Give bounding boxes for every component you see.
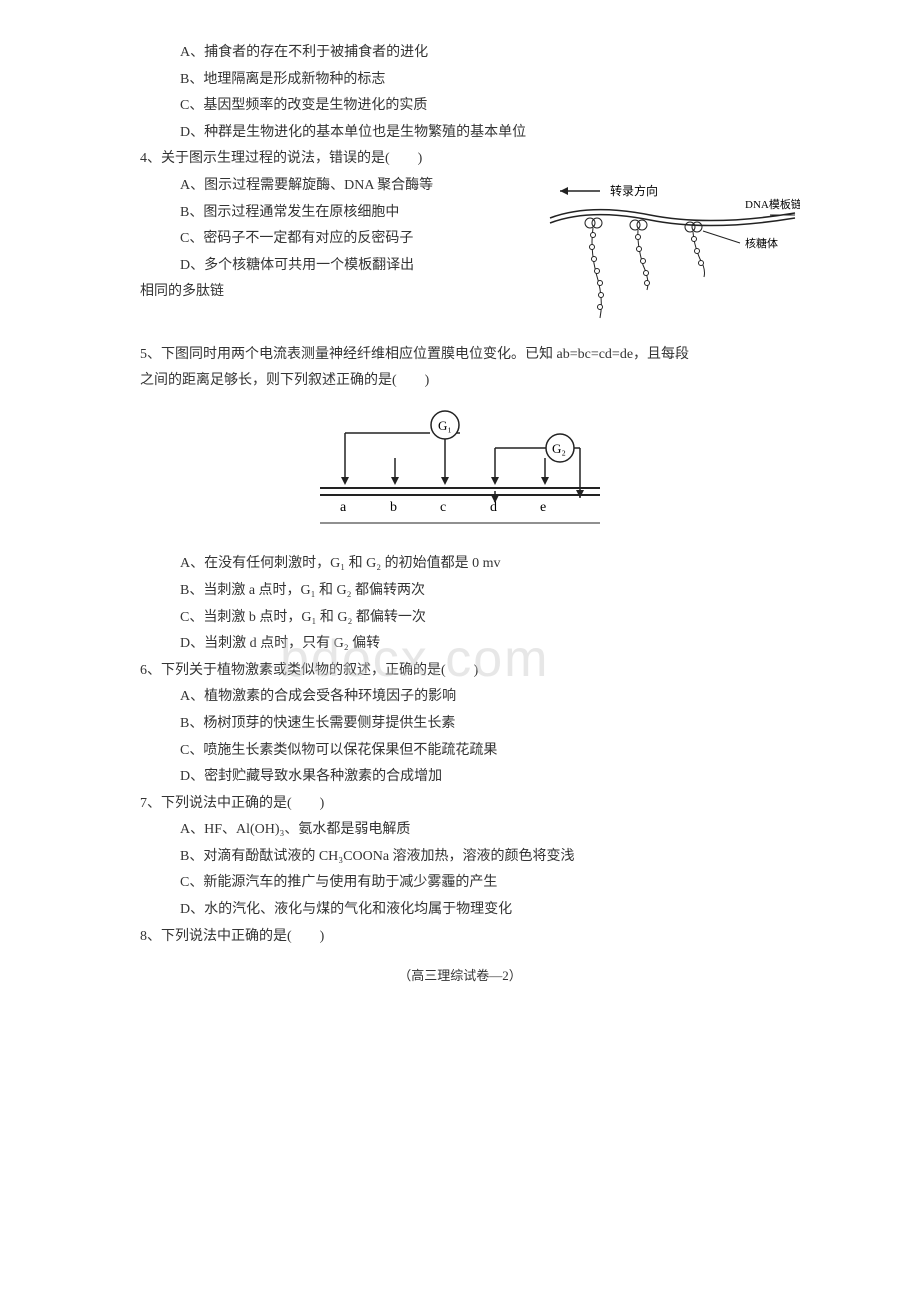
label-a: a [340,500,347,515]
label-b: b [390,500,397,515]
q7-opt-a: A、HF、Al(OH)₃、氨水都是弱电解质 [180,817,800,844]
q7-opt-c: C、新能源汽车的推广与使用有助于减少雾霾的产生 [180,870,800,897]
q5-opt-a: A、在没有任何刺激时，G₁ 和 G₂ 的初始值都是 0 mv [180,551,800,578]
q4-figure: 转录方向 DNA模板链 [540,173,800,334]
q6-stem: 6、下列关于植物激素或类似物的叙述，正确的是( ) [140,658,800,685]
fig-ribo-label: 核糖体 [745,236,778,250]
q7-opt-d: D、水的汽化、液化与煤的气化和液化均属于物理变化 [180,897,800,924]
q7-stem: 7、下列说法中正确的是( ) [140,791,800,818]
q3-opt-d: D、种群是生物进化的基本单位也是生物繁殖的基本单位 [180,120,800,147]
q6-opt-d: D、密封贮藏导致水果各种激素的合成增加 [180,764,800,791]
q6-opt-a: A、植物激素的合成会受各种环境因子的影响 [180,684,800,711]
q5-opt-c: C、当刺激 b 点时，G₁ 和 G₂ 都偏转一次 [180,605,800,632]
g1-label: G₁ [438,418,452,433]
q7-opt-b: B、对滴有酚酞试液的 CH₃COONa 溶液加热，溶液的颜色将变浅 [180,844,800,871]
label-c: c [440,500,446,515]
q5-opt-d: D、当刺激 d 点时，只有 G₂ 偏转 [180,631,800,658]
q3-opt-c: C、基因型频率的改变是生物进化的实质 [180,93,800,120]
q4-stem: 4、关于图示生理过程的说法，错误的是( ) [140,146,800,173]
q5-figure: G₁ G₂ a b c d e [120,403,800,544]
q3-opt-a: A、捕食者的存在不利于被捕食者的进化 [180,40,800,67]
page-footer: （高三理综试卷—2） [120,964,800,989]
q3-opt-b: B、地理隔离是形成新物种的标志 [180,67,800,94]
q5-line2: 之间的距离足够长，则下列叙述正确的是( ) [140,368,800,395]
label-d: d [490,500,497,515]
fig-arrow-label: 转录方向 [610,183,658,198]
q8-stem: 8、下列说法中正确的是( ) [140,924,800,951]
q6-opt-c: C、喷施生长素类似物可以保花保果但不能疏花疏果 [180,738,800,765]
fig-dna-label: DNA模板链 [745,197,800,211]
g2-label: G₂ [552,441,566,456]
q6-opt-b: B、杨树顶芽的快速生长需要侧芽提供生长素 [180,711,800,738]
label-e: e [540,500,546,515]
q5-line1: 5、下图同时用两个电流表测量神经纤维相应位置膜电位变化。已知 ab=bc=cd=… [140,342,800,369]
q5-opt-b: B、当刺激 a 点时，G₁ 和 G₂ 都偏转两次 [180,578,800,605]
